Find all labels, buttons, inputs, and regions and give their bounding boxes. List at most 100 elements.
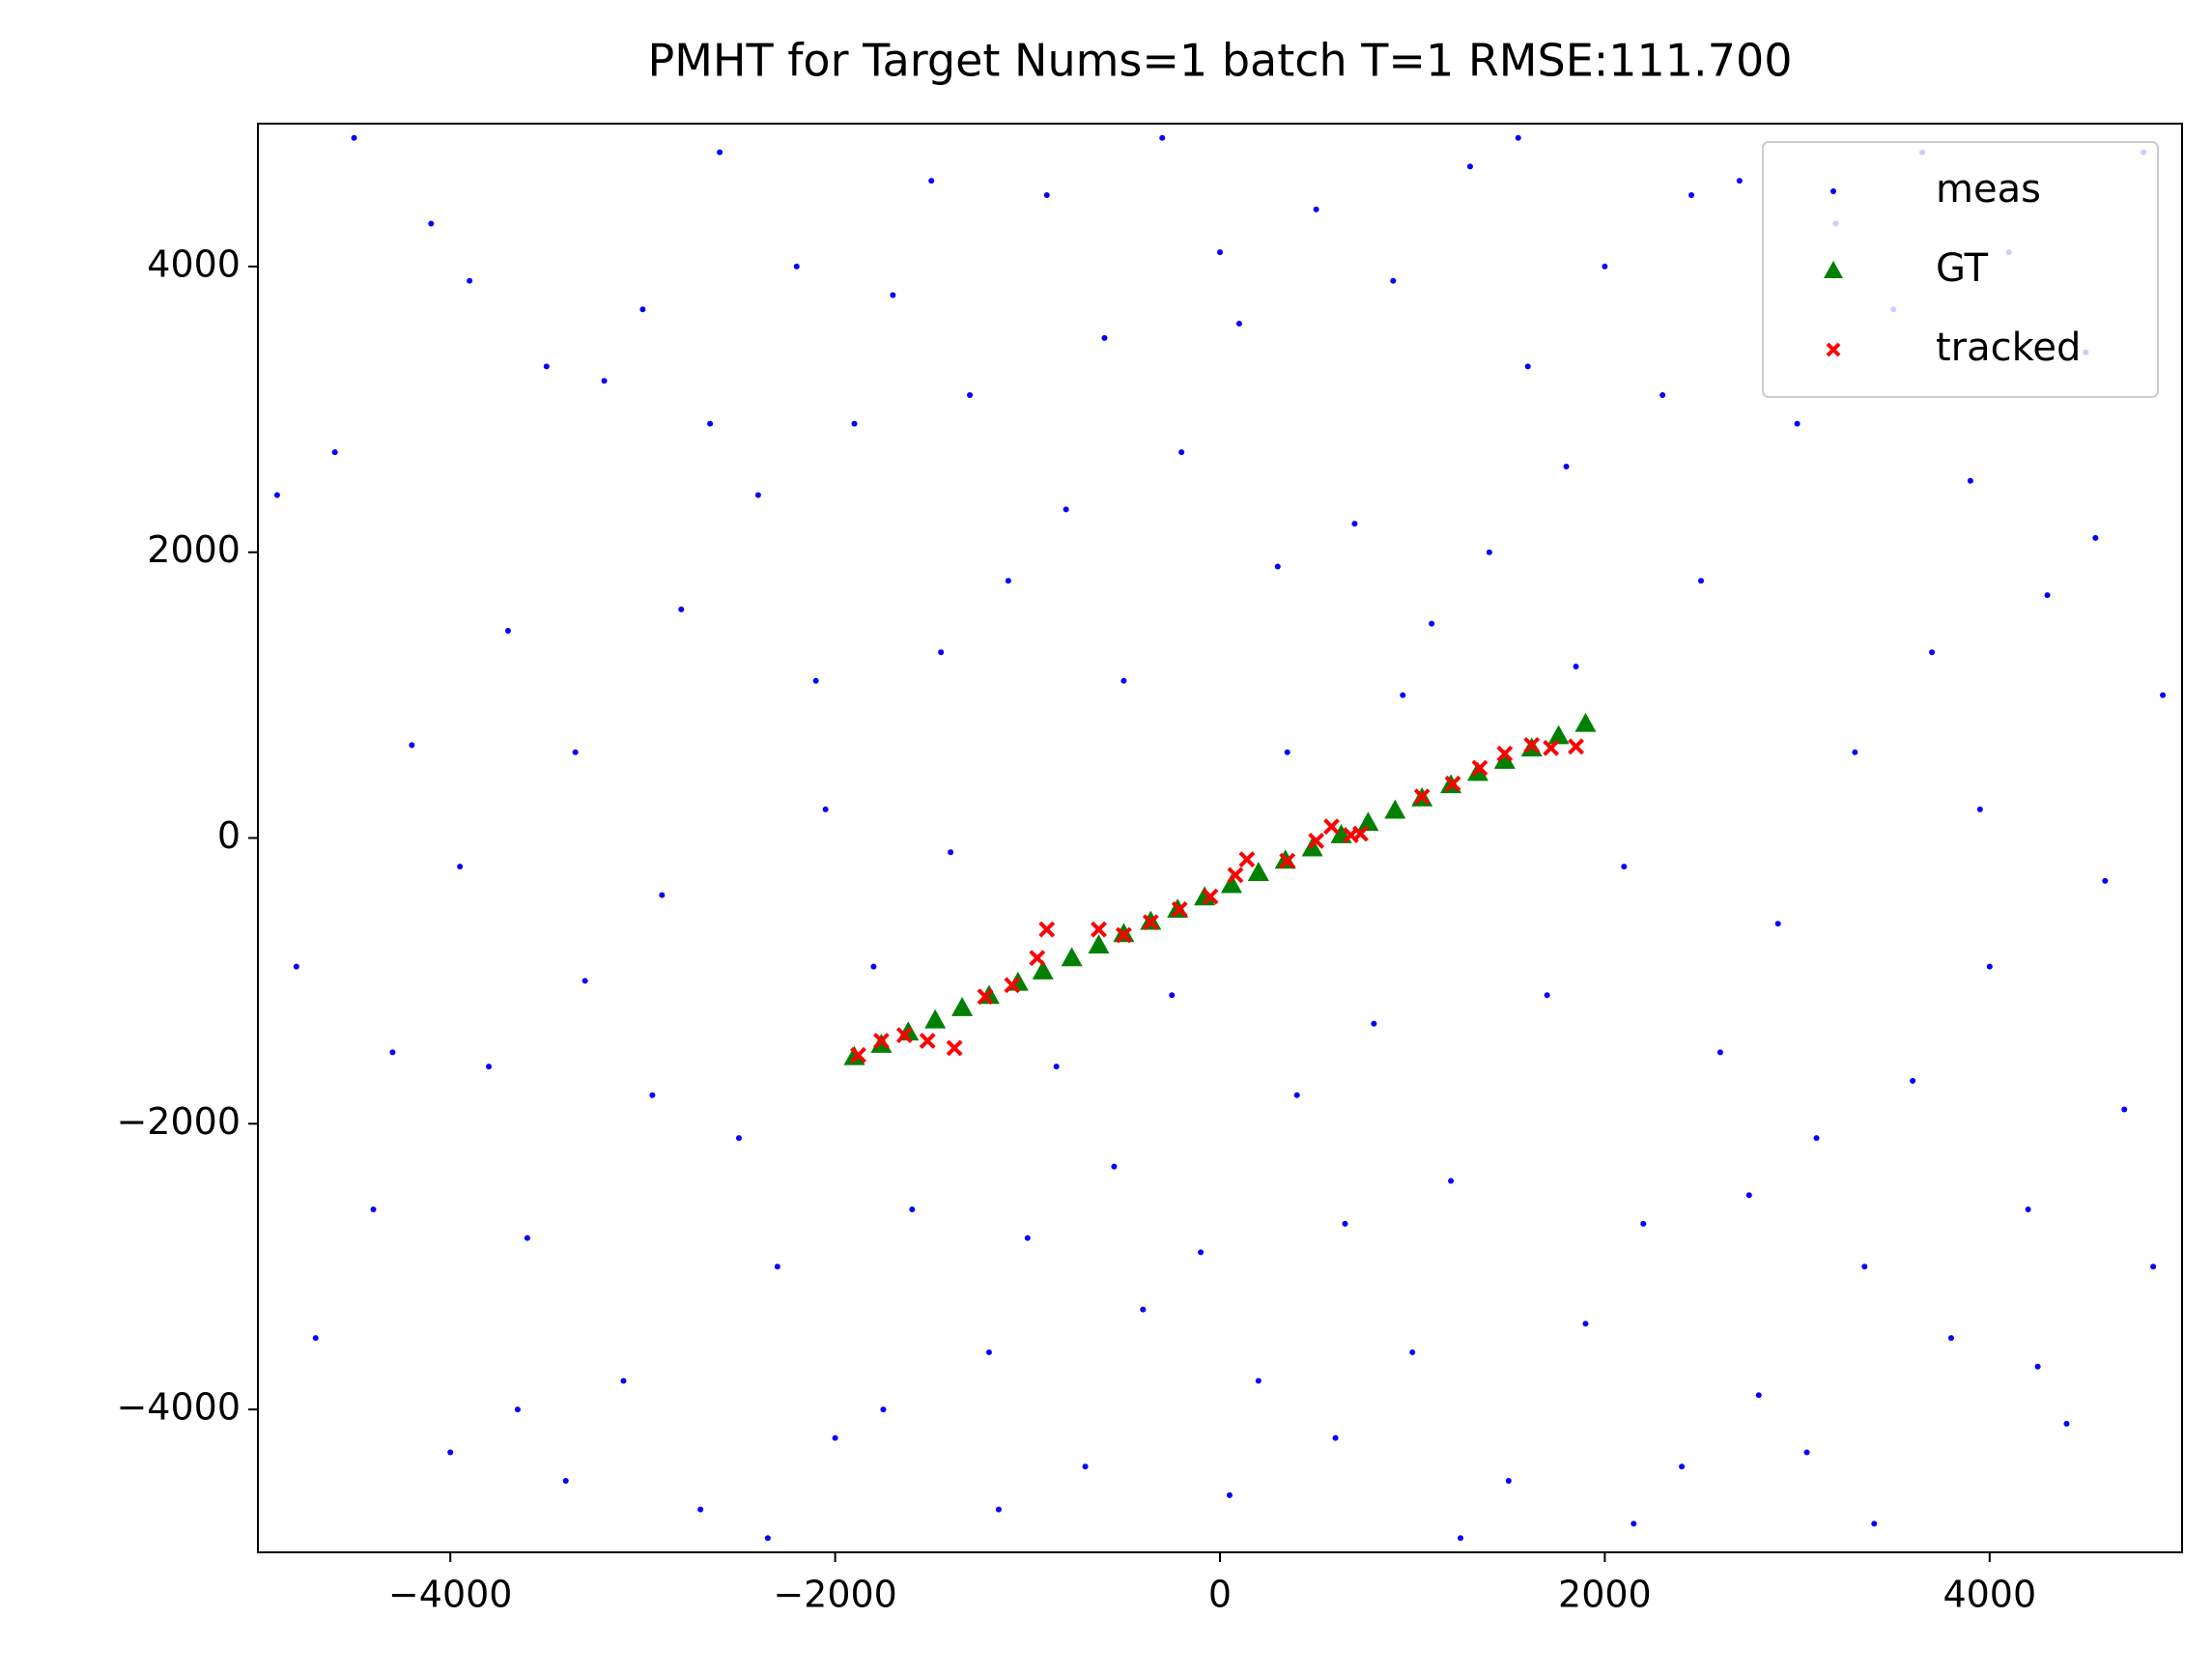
meas-point — [409, 742, 415, 749]
meas-point — [1313, 206, 1319, 213]
meas-point — [2025, 1207, 2031, 1213]
meas-point — [2092, 534, 2099, 541]
meas-point — [562, 1478, 569, 1485]
meas-point — [1053, 1064, 1060, 1070]
tracked-marker — [1115, 926, 1132, 944]
tracked-marker — [895, 1027, 913, 1044]
meas-point — [1679, 1463, 1686, 1470]
y-tick-label: 0 — [217, 814, 241, 857]
tracked-marker — [872, 1033, 890, 1049]
meas-point — [1947, 1335, 1954, 1342]
tracked-marker — [1171, 901, 1188, 918]
meas-point — [1967, 477, 1973, 484]
meas-point — [1745, 1192, 1752, 1199]
tracked-marker — [946, 1039, 963, 1057]
meas-point — [486, 1064, 493, 1070]
meas-point — [717, 149, 723, 156]
meas-point — [1024, 1235, 1031, 1241]
meas-point — [1976, 806, 1983, 812]
tracked-marker — [1091, 921, 1107, 938]
meas-point — [1111, 1163, 1118, 1170]
gt-marker — [1032, 960, 1054, 979]
meas-point — [2102, 877, 2109, 884]
y-tick-label: −2000 — [116, 1100, 241, 1143]
chart-title: PMHT for Target Nums=1 batch T=1 RMSE:11… — [648, 35, 1793, 87]
meas-point — [659, 892, 666, 898]
meas-point — [707, 420, 714, 427]
meas-point — [467, 277, 473, 284]
meas-point — [1466, 163, 1473, 170]
meas-point — [851, 420, 858, 427]
legend-marker — [1826, 342, 1841, 357]
meas-point — [890, 292, 896, 298]
y-tick-label: −4000 — [116, 1386, 241, 1429]
tracked-marker — [1352, 825, 1369, 842]
meas-point — [1169, 992, 1176, 999]
meas-point — [1544, 992, 1550, 999]
meas-point — [649, 1092, 656, 1098]
meas-point — [1235, 321, 1242, 327]
tracked-marker — [919, 1033, 936, 1049]
tracked-marker — [1568, 738, 1584, 755]
meas-point — [2063, 1420, 2070, 1427]
meas-point — [1063, 506, 1069, 513]
legend-label: tracked — [1936, 326, 2081, 370]
meas-point — [639, 306, 646, 313]
meas-point — [1871, 1520, 1878, 1527]
gt-marker — [1194, 886, 1216, 906]
meas-point — [447, 1449, 454, 1456]
legend-box — [1762, 141, 2159, 398]
meas-point — [764, 1535, 771, 1542]
meas-point — [928, 178, 935, 185]
tracked-marker — [850, 1046, 866, 1064]
tracked-marker — [1238, 851, 1256, 868]
meas-point — [428, 220, 435, 227]
meas-point — [1429, 620, 1435, 627]
meas-point — [543, 363, 550, 370]
tracked-marker — [1413, 788, 1431, 806]
meas-point — [793, 263, 800, 270]
meas-point — [1755, 1392, 1762, 1399]
gt-marker — [1493, 750, 1516, 769]
meas-point — [1226, 1491, 1233, 1498]
meas-point — [870, 963, 877, 970]
gt-marker — [951, 997, 974, 1016]
meas-point — [1573, 664, 1579, 670]
meas-point — [832, 1434, 838, 1441]
meas-point — [1043, 191, 1050, 198]
meas-point — [1688, 191, 1695, 198]
meas-point — [1910, 1077, 1916, 1084]
legend-marker — [1830, 188, 1836, 194]
meas-point — [948, 849, 954, 856]
plot-frame — [257, 123, 2183, 1553]
meas-point — [812, 677, 819, 684]
meas-point — [1400, 692, 1406, 698]
meas-point — [572, 749, 579, 755]
meas-point — [1803, 1449, 1810, 1456]
meas-point — [1082, 1463, 1089, 1470]
meas-point — [754, 492, 761, 498]
gt-marker — [1574, 712, 1597, 732]
tracked-marker — [1523, 736, 1541, 753]
meas-point — [273, 492, 280, 498]
gt-marker — [1547, 724, 1570, 745]
meas-point — [524, 1235, 530, 1241]
meas-point — [312, 1335, 319, 1342]
gt-marker — [843, 1045, 865, 1065]
meas-point — [457, 864, 464, 870]
meas-point — [331, 449, 338, 456]
meas-point — [1524, 363, 1531, 370]
meas-point — [1178, 449, 1185, 456]
meas-point — [1813, 1135, 1820, 1142]
meas-point — [514, 1406, 521, 1413]
meas-point — [1486, 549, 1492, 555]
meas-point — [1852, 749, 1858, 755]
meas-point — [1371, 1020, 1377, 1027]
tracked-marker — [1279, 852, 1296, 869]
tracked-marker — [1202, 888, 1219, 905]
x-tick-label: 0 — [1208, 1574, 1232, 1616]
legend-label: meas — [1936, 167, 2041, 212]
meas-point — [370, 1207, 377, 1213]
meas-point — [293, 963, 299, 970]
